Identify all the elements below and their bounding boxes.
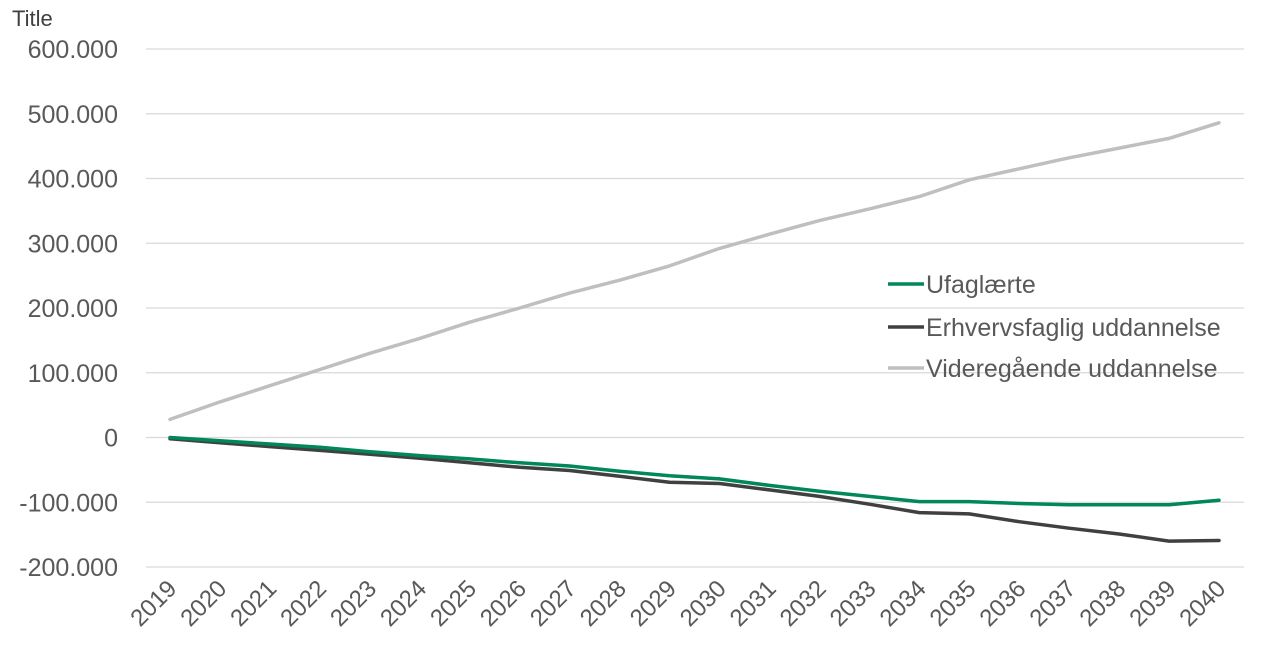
x-tick-label: 2020: [175, 575, 232, 632]
series-line: [168, 435, 1221, 507]
x-tick-label: 2028: [575, 575, 632, 632]
y-axis-tick-labels: 600.000 500.000 400.000 300.000 200.000 100.0…: [19, 36, 118, 582]
legend: Ufaglærte Erhvervsfaglig uddannelse Videre…: [888, 271, 1221, 383]
x-tick-label: 2025: [425, 575, 482, 632]
x-tick-label: 2029: [625, 575, 682, 632]
y-tick-label: 200.000: [28, 295, 118, 323]
x-tick-label: 2031: [725, 575, 782, 632]
x-tick-label: 2027: [525, 575, 582, 632]
x-tick-label: 2035: [925, 575, 982, 632]
legend-label: Ufaglærte: [926, 271, 1036, 299]
x-tick-label: 2040: [1174, 575, 1231, 632]
x-tick-label: 2030: [675, 575, 732, 632]
y-tick-label: 400.000: [28, 166, 118, 194]
y-tick-label: 300.000: [28, 230, 118, 258]
x-axis-tick-labels: 2019202020212022202320242025202620272028…: [125, 575, 1231, 632]
x-tick-label: 2024: [375, 575, 432, 632]
x-tick-label: 2038: [1074, 575, 1131, 632]
x-tick-label: 2021: [225, 575, 282, 632]
series-line: [168, 121, 1221, 422]
x-tick-label: 2037: [1025, 575, 1082, 632]
x-tick-label: 2033: [825, 575, 882, 632]
y-tick-label: 0: [104, 425, 118, 453]
x-tick-label: 2032: [775, 575, 832, 632]
y-tick-label: 600.000: [28, 36, 118, 64]
x-tick-label: 2039: [1124, 575, 1181, 632]
y-tick-label: -200.000: [19, 554, 118, 582]
y-tick-label: -100.000: [19, 489, 118, 517]
x-tick-label: 2026: [475, 575, 532, 632]
legend-label: Erhvervsfaglig uddannelse: [926, 314, 1221, 342]
series-line: [168, 437, 1221, 543]
legend-label: Videregående uddannelse: [926, 355, 1217, 383]
x-tick-label: 2036: [975, 575, 1032, 632]
y-tick-label: 100.000: [28, 360, 118, 388]
x-tick-label: 2019: [125, 575, 182, 632]
y-axis-title: Title: [12, 6, 53, 31]
x-tick-label: 2023: [325, 575, 382, 632]
gridlines: [146, 48, 1244, 568]
series-lines: [168, 121, 1221, 543]
y-tick-label: 500.000: [28, 101, 118, 129]
x-tick-label: 2022: [275, 575, 332, 632]
x-tick-label: 2034: [875, 575, 932, 632]
